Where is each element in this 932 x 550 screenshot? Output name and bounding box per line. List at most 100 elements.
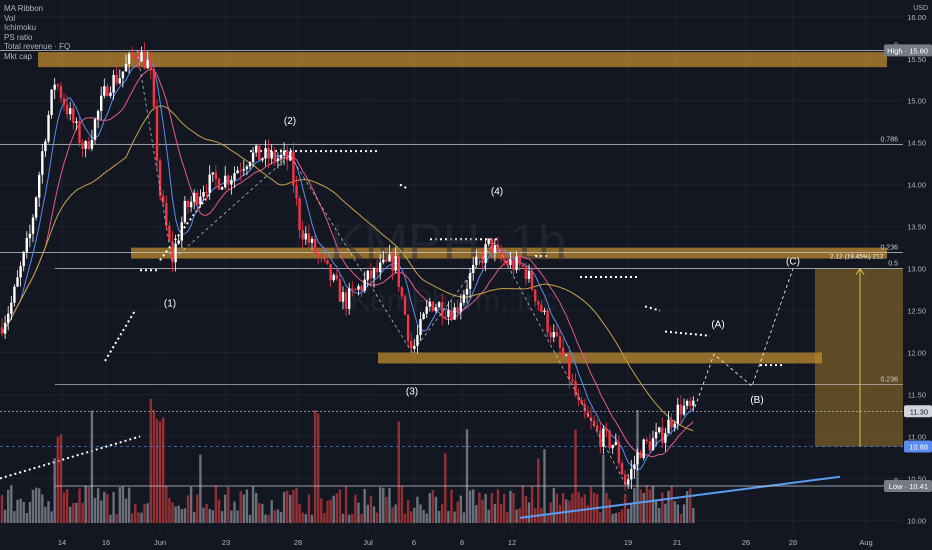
volume-bar: [152, 409, 156, 523]
candle-body: [25, 238, 28, 253]
volume-bar: [388, 488, 391, 523]
wave-label: (2): [284, 116, 296, 127]
volume-bar: [642, 492, 645, 523]
candle-body: [264, 148, 267, 159]
candle-body: [413, 345, 416, 349]
volume-bar: [661, 492, 664, 523]
volume-bar: [571, 493, 574, 523]
candle-body: [549, 332, 552, 338]
volume-bar: [546, 513, 549, 523]
candle-body: [450, 310, 453, 320]
volume-bar: [112, 492, 115, 523]
volume-bar: [143, 503, 146, 523]
candle-body: [512, 259, 515, 270]
time-tick: Aug: [859, 538, 872, 547]
volume-bar: [441, 504, 444, 523]
candle-body: [140, 51, 143, 62]
candle-body: [692, 400, 695, 406]
candle-body: [369, 270, 373, 279]
volume-bar: [93, 497, 97, 523]
volume-bar: [589, 486, 593, 523]
volume-bar: [10, 485, 13, 523]
currency-label: USD: [913, 5, 928, 12]
candle-body: [168, 225, 171, 241]
volume-bar: [75, 502, 78, 523]
candle-body: [608, 430, 611, 449]
volume-bar: [332, 495, 335, 523]
candle-body: [270, 151, 273, 159]
candle-body: [202, 192, 205, 197]
candle-body: [685, 400, 689, 406]
candle-body: [245, 166, 249, 170]
volume-bar: [273, 510, 276, 523]
volume-bar: [397, 421, 400, 523]
volume-bar: [422, 509, 425, 523]
candle-body: [487, 238, 490, 245]
candle-body: [605, 428, 608, 431]
candle-body: [382, 259, 385, 263]
candle-body: [286, 150, 289, 161]
legend-total-revenue[interactable]: Total revenue · FQ: [4, 42, 71, 52]
volume-bar: [171, 502, 174, 523]
elliott-wave-lines: [136, 50, 794, 486]
candle-body: [354, 288, 357, 290]
candle-body: [323, 255, 326, 260]
volume-bar: [103, 491, 106, 523]
volume-bar: [614, 512, 617, 523]
volume-bar: [313, 409, 317, 523]
legend-volume[interactable]: Vol: [4, 13, 16, 23]
candle-body: [199, 196, 202, 205]
volume-bar: [323, 512, 326, 523]
volume-bar: [667, 490, 670, 523]
volume-bar: [468, 490, 472, 523]
candle-body: [639, 452, 642, 459]
volume-bar: [292, 489, 295, 523]
candle-body: [360, 286, 363, 291]
price-tick: 12.00: [907, 349, 926, 358]
candle-body: [220, 187, 224, 190]
candle-body: [527, 270, 531, 279]
volume-bar: [217, 499, 221, 523]
fib-label: 0.236: [880, 376, 898, 383]
candle-body: [493, 245, 497, 253]
volume-bar: [208, 508, 211, 523]
volume-bar: [270, 500, 273, 523]
candle-body: [456, 307, 459, 312]
candle-body: [205, 192, 208, 194]
price-label: Low · 10.41: [889, 482, 928, 491]
candle-body: [506, 260, 509, 266]
candle-body: [38, 174, 41, 198]
volume-bar: [335, 493, 338, 523]
volume-bar: [617, 511, 621, 523]
legend-ps-ratio[interactable]: PS ratio: [4, 32, 33, 42]
candle-body: [75, 121, 78, 123]
volume-bar: [375, 512, 379, 523]
candle-body: [658, 427, 661, 433]
volume-bar: [22, 501, 25, 523]
volume-bar: [134, 504, 137, 523]
projection-path: [694, 268, 794, 408]
candle-body: [627, 479, 630, 485]
volume-bar: [239, 491, 242, 523]
volume-bar: [627, 508, 630, 523]
candle-body: [568, 354, 571, 380]
time-tick: 28: [294, 538, 302, 547]
candle-body: [546, 310, 549, 333]
legend-ma-ribbon[interactable]: MA Ribbon: [4, 4, 44, 13]
candle-body: [109, 92, 112, 96]
volume-bar: [419, 504, 422, 523]
legend-ichimoku[interactable]: Ichimoku: [4, 23, 37, 33]
candle-body: [310, 238, 314, 243]
volume-bar: [56, 436, 59, 523]
candle-body: [289, 151, 292, 161]
time-tick: 16: [102, 538, 110, 547]
legend-mkt-cap[interactable]: Mkt cap: [4, 51, 33, 61]
volume-bar: [549, 502, 552, 523]
candle-body: [534, 289, 537, 302]
candle-body: [431, 301, 435, 312]
candle-body: [72, 108, 75, 123]
candle-body: [186, 200, 190, 208]
